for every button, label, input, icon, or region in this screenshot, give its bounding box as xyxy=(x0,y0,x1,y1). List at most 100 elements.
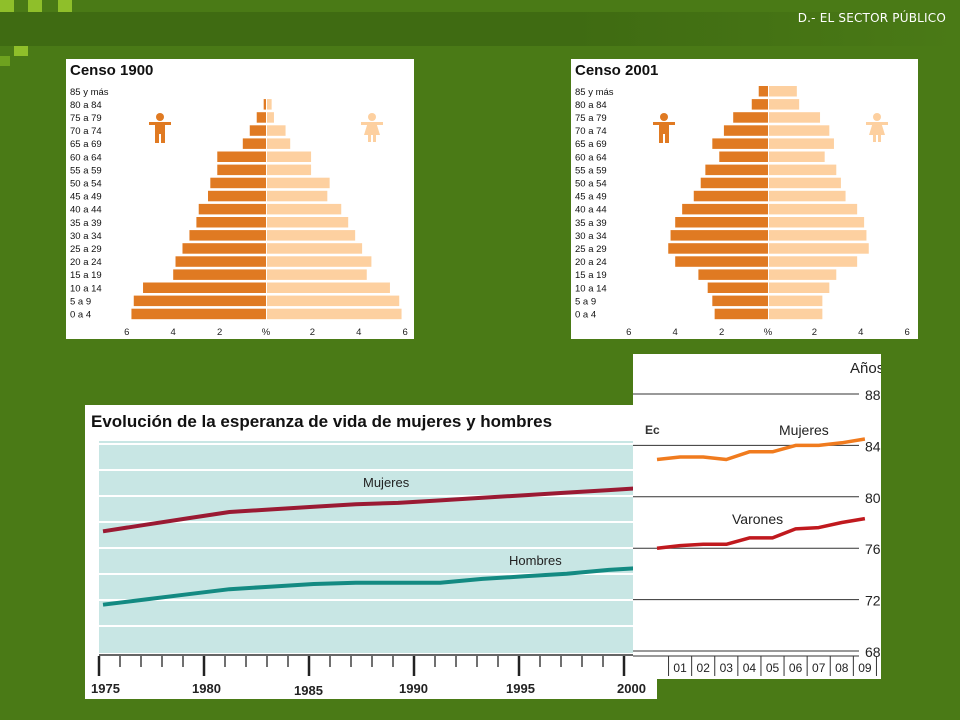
male-bar xyxy=(198,203,266,215)
x-tick-label: 4 xyxy=(171,327,176,338)
x-tick-label: 01 xyxy=(673,661,687,675)
age-group-label: 10 a 14 xyxy=(70,283,102,294)
x-tick-label: 2 xyxy=(310,327,315,338)
age-group-label: 20 a 24 xyxy=(70,257,102,268)
years-panel: Años 88 84 80 76 72 68 Ec Mujeres Varones 01 02 03 04… xyxy=(633,354,884,679)
female-bar xyxy=(769,308,823,320)
age-group-label: 15 a 19 xyxy=(70,270,102,281)
x-tick-label: 6 xyxy=(626,327,631,338)
age-group-label: 85 y más xyxy=(70,87,109,98)
female-bar xyxy=(267,282,390,293)
male-bar xyxy=(675,217,768,228)
age-group-label: 0 a 4 xyxy=(575,309,596,320)
x-tick-label: 2 xyxy=(812,327,817,338)
male-bar xyxy=(242,138,266,149)
female-bar xyxy=(769,269,837,280)
female-bar xyxy=(769,138,834,149)
x-tick-label: 6 xyxy=(124,327,129,338)
female-bar xyxy=(267,164,312,176)
female-bar xyxy=(769,217,865,228)
x-tick-label: 08 xyxy=(835,661,849,675)
age-group-label: 55 a 59 xyxy=(70,165,102,176)
male-bar xyxy=(751,99,768,110)
age-group-label: 80 a 84 xyxy=(70,100,102,111)
partial-label: Ec xyxy=(645,423,660,437)
female-bar xyxy=(769,190,846,202)
male-bar xyxy=(217,151,266,162)
x-tick-label: 2 xyxy=(217,327,222,338)
female-bar xyxy=(267,217,349,228)
male-bar xyxy=(712,295,768,307)
pyramid-title: Censo 1900 xyxy=(70,62,153,79)
life-expectancy-chart: Evolución de la esperanza de vida de muj… xyxy=(91,412,655,698)
series-label: Varones xyxy=(732,511,783,527)
male-bar xyxy=(719,151,768,162)
female-bar xyxy=(267,125,286,136)
age-group-label: 65 a 69 xyxy=(575,139,607,150)
series-label: Hombres xyxy=(509,553,562,568)
age-group-label: 20 a 24 xyxy=(575,257,607,268)
age-group-label: 25 a 29 xyxy=(575,244,607,255)
male-bar xyxy=(256,112,266,123)
age-group-label: 85 y más xyxy=(575,87,614,98)
age-group-label: 0 a 4 xyxy=(70,309,91,320)
male-bar xyxy=(712,138,768,149)
age-group-label: 10 a 14 xyxy=(575,283,607,294)
series-line-hombres xyxy=(102,565,652,607)
x-tick-label: 4 xyxy=(673,327,678,338)
female-bar xyxy=(267,177,330,189)
female-bar xyxy=(769,282,830,293)
years-chart: Años 88 84 80 76 72 68 Ec Mujeres Varones 01 02 03 04… xyxy=(633,360,884,676)
x-tick-label: 6 xyxy=(905,327,910,338)
male-bar xyxy=(693,190,768,202)
male-bar xyxy=(189,230,266,241)
male-bar xyxy=(133,295,266,307)
female-bar xyxy=(267,243,363,254)
male-bar xyxy=(131,308,266,320)
x-tick-label: % xyxy=(262,327,271,338)
female-bar xyxy=(769,99,800,110)
female-bar xyxy=(267,256,372,267)
x-tick-label: 4 xyxy=(858,327,863,338)
slide-title: D.- EL SECTOR PÚBLICO xyxy=(797,11,946,25)
female-bar xyxy=(267,269,367,280)
x-tick-label: 1975 xyxy=(91,681,120,696)
series-line-mujeres xyxy=(102,485,652,534)
x-tick-label: 02 xyxy=(697,661,711,675)
y-tick-label: 80 xyxy=(865,490,881,506)
series-line-mujeres xyxy=(656,437,866,462)
age-group-label: 75 a 79 xyxy=(575,113,607,124)
series-line-varones xyxy=(656,516,866,550)
y-tick-label: 72 xyxy=(865,593,881,609)
female-bar xyxy=(769,151,825,162)
female-figure-icon xyxy=(866,113,888,142)
x-tick-label: 1990 xyxy=(399,681,428,696)
age-group-label: 65 a 69 xyxy=(70,139,102,150)
male-bar xyxy=(217,164,266,176)
y-tick-label: 68 xyxy=(865,644,881,660)
age-group-label: 15 a 19 xyxy=(575,270,607,281)
female-bar xyxy=(769,112,821,123)
male-figure-icon xyxy=(149,113,171,143)
age-group-label: 60 a 64 xyxy=(575,152,607,163)
y-tick-label: 76 xyxy=(865,541,881,557)
x-tick-label: % xyxy=(764,327,773,338)
x-tick-label: 6 xyxy=(403,327,408,338)
series-label: Mujeres xyxy=(363,475,410,490)
female-bar xyxy=(267,230,356,241)
x-tick-label: 2000 xyxy=(617,681,646,696)
female-bar xyxy=(769,243,869,254)
male-bar xyxy=(682,203,768,215)
male-bar xyxy=(173,269,266,280)
x-tick-label: 09 xyxy=(858,661,872,675)
age-group-label: 30 a 34 xyxy=(70,231,102,242)
female-bar xyxy=(267,190,328,202)
age-group-label: 70 a 74 xyxy=(575,126,607,137)
female-bar xyxy=(769,86,797,97)
x-tick-label: 1980 xyxy=(192,681,221,696)
age-group-label: 60 a 64 xyxy=(70,152,102,163)
age-group-label: 5 a 9 xyxy=(575,296,596,307)
age-group-label: 5 a 9 xyxy=(70,296,91,307)
female-bar xyxy=(267,151,312,162)
male-figure-icon xyxy=(653,113,675,143)
